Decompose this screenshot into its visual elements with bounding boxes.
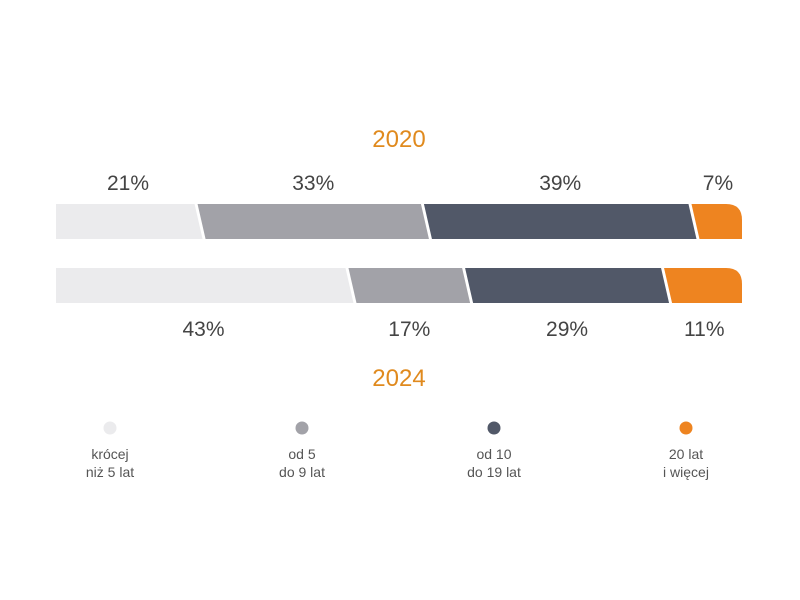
bar-segment-2024-3 bbox=[465, 268, 670, 303]
year-label-2024: 2024 bbox=[372, 365, 425, 392]
legend-label-1-line-2: niż 5 lat bbox=[86, 464, 134, 480]
legend-item-4: 20 lat i więcej bbox=[663, 421, 709, 480]
legend-swatch-3 bbox=[487, 421, 501, 435]
year-label-2020: 2020 bbox=[372, 126, 425, 153]
bar-segment-2024-2 bbox=[348, 268, 471, 303]
legend: krócej niż 5 lat od 5 do 9 lat od 10 do 19 la… bbox=[86, 421, 709, 480]
bar-segment-2020-4 bbox=[691, 204, 742, 239]
legend-label-3-line-2: do 19 lat bbox=[467, 464, 521, 480]
legend-swatch-1 bbox=[103, 421, 117, 435]
legend-item-1: krócej niż 5 lat bbox=[86, 421, 134, 480]
legend-label-2-line-2: do 9 lat bbox=[279, 464, 325, 480]
value-label-2024-1: 43% bbox=[182, 318, 224, 341]
value-label-2020-3: 39% bbox=[539, 172, 581, 195]
legend-swatch-4 bbox=[679, 421, 693, 435]
bars-group bbox=[56, 204, 742, 303]
legend-item-2: od 5 do 9 lat bbox=[279, 421, 325, 480]
legend-label-4-line-2: i więcej bbox=[663, 464, 709, 480]
legend-label-1-line-1: krócej bbox=[91, 446, 128, 462]
legend-label-4-line-1: 20 lat bbox=[669, 446, 703, 462]
bar-segment-2020-2 bbox=[197, 204, 429, 239]
legend-swatch-2 bbox=[295, 421, 309, 435]
legend-item-3: od 10 do 19 lat bbox=[467, 421, 521, 480]
value-label-2020-4: 7% bbox=[703, 172, 733, 195]
legend-label-3-line-1: od 10 bbox=[476, 446, 511, 462]
value-label-2024-4: 11% bbox=[684, 318, 724, 341]
bar-segment-2024-4 bbox=[664, 268, 742, 303]
bar-segment-2020-1 bbox=[56, 204, 203, 239]
value-label-2020-1: 21% bbox=[107, 172, 149, 195]
value-label-2024-2: 17% bbox=[388, 318, 430, 341]
value-labels-group: 21% 33% 39% 7% 43% 17% 29% 11% bbox=[107, 172, 733, 341]
legend-label-2-line-1: od 5 bbox=[288, 446, 315, 462]
bar-segment-2020-3 bbox=[423, 204, 697, 239]
value-label-2024-3: 29% bbox=[546, 318, 588, 341]
bar-segment-2024-1 bbox=[56, 268, 354, 303]
value-label-2020-2: 33% bbox=[292, 172, 334, 195]
